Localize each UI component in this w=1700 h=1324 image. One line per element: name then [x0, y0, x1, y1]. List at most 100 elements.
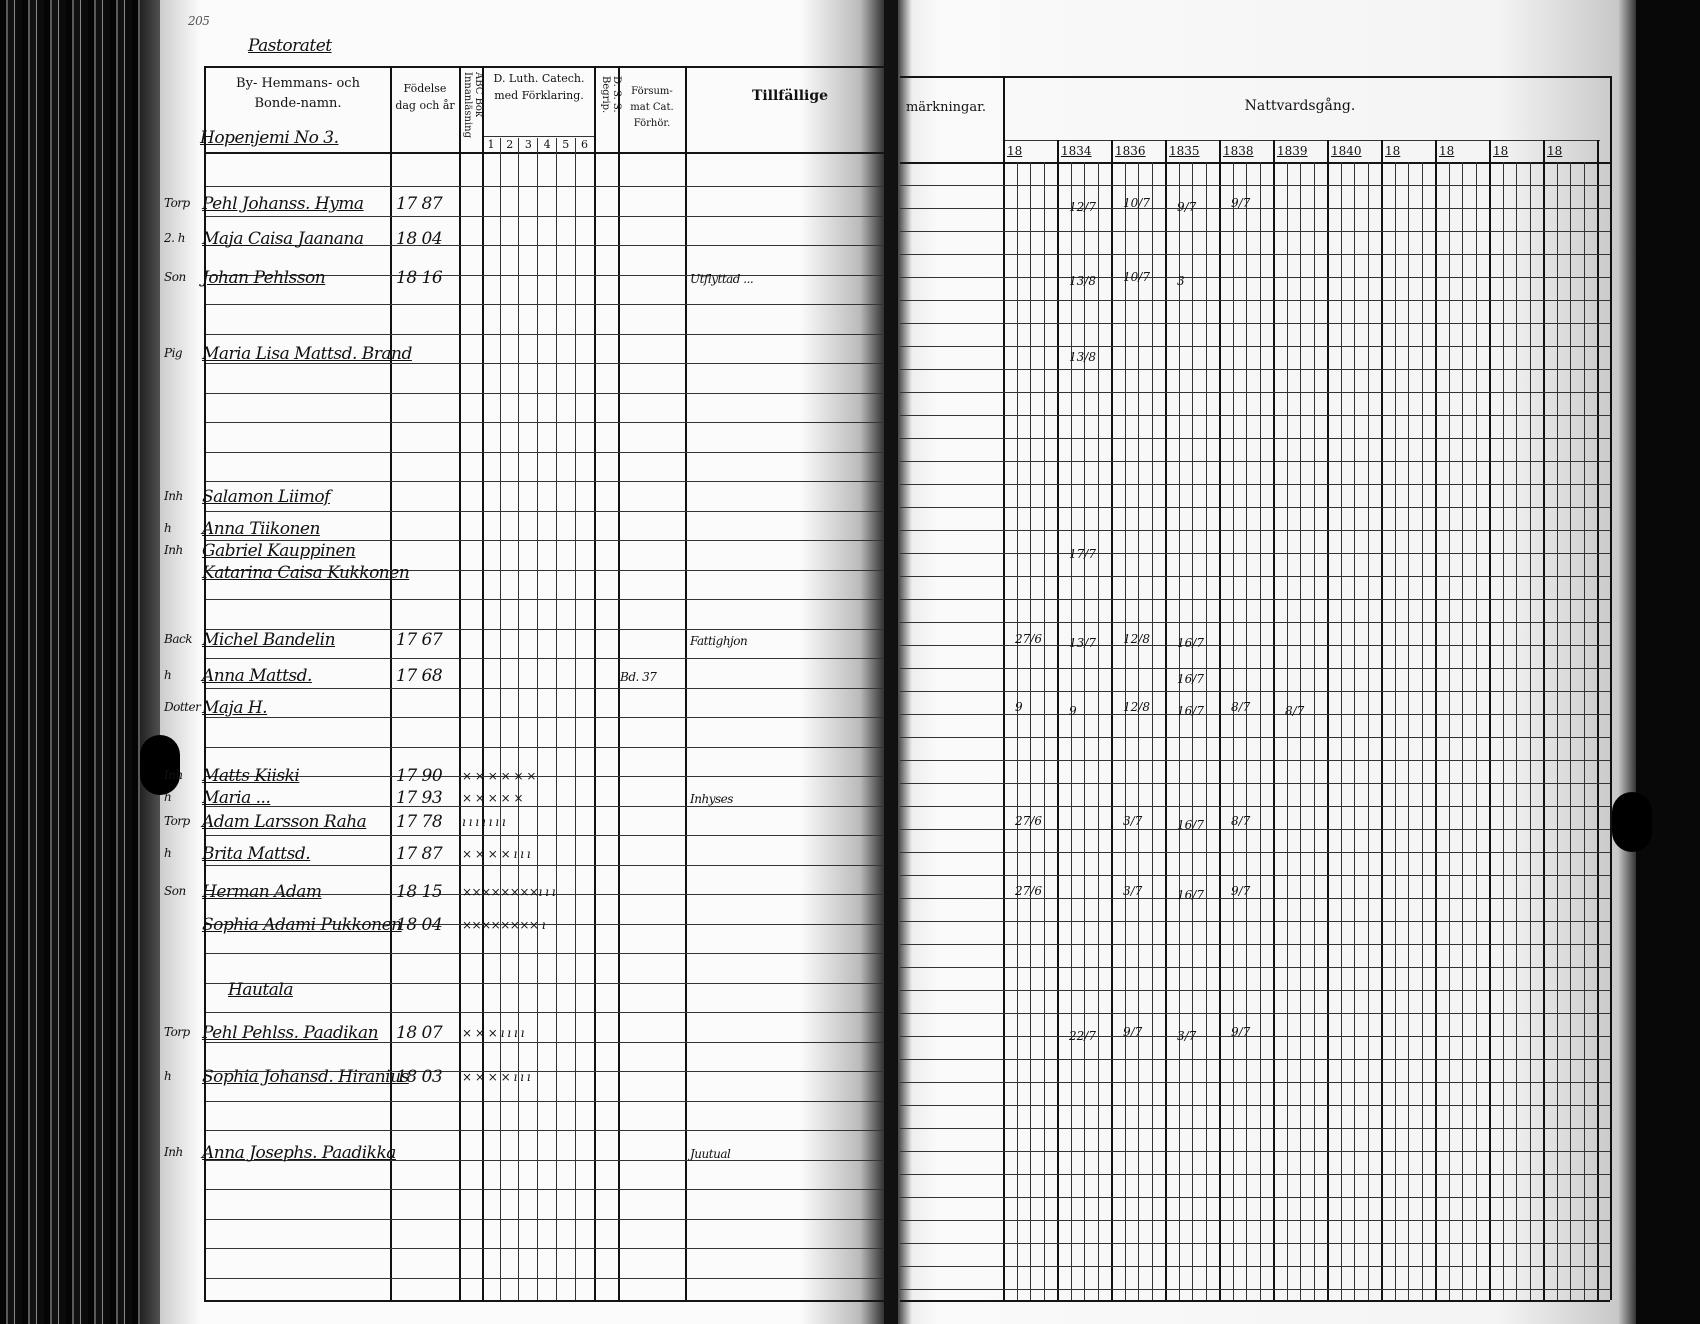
header-catech-col: D. Luth. Catech. med Förklaring.: [484, 70, 594, 104]
rule-horizontal: [206, 1130, 884, 1131]
rule-horizontal: [900, 944, 1610, 945]
header-tillf-col: Tillfällige: [751, 88, 829, 104]
catech-sub-header: 1: [487, 138, 495, 151]
rule-vertical: [1259, 162, 1261, 1300]
rule-horizontal: [900, 323, 1610, 324]
rule-horizontal: [900, 1151, 1610, 1152]
rule-horizontal: [206, 1248, 884, 1249]
rule-horizontal: [206, 393, 884, 394]
rule-horizontal: [206, 245, 884, 246]
rule-vertical: [1367, 162, 1369, 1300]
rule-vertical: [1354, 162, 1355, 1300]
rule-vertical: [1003, 140, 1005, 1300]
entry-forsum: Bd. 37: [620, 670, 657, 684]
entry-birth: 18 04: [396, 915, 443, 935]
rule-horizontal: [900, 185, 1610, 186]
rule-horizontal: [206, 629, 884, 630]
rule-vertical: [1205, 162, 1207, 1300]
entry-catechism-marks: × × × × ×: [462, 791, 524, 805]
header-line: Födelse: [403, 82, 447, 95]
rule-horizontal: [900, 1082, 1610, 1083]
rule-horizontal: [206, 452, 884, 453]
header-line: Förhör.: [633, 118, 671, 129]
rule-horizontal: [206, 1071, 884, 1072]
rule-horizontal: [206, 1278, 884, 1279]
entry-name: Matts Kiiski: [202, 766, 300, 786]
rule-horizontal: [900, 1300, 1610, 1302]
entry-birth: 17 93: [396, 788, 443, 808]
rule-horizontal: [900, 1013, 1610, 1014]
rule-vertical: [1111, 140, 1113, 1300]
rule-horizontal: [900, 392, 1610, 393]
rule-horizontal: [206, 953, 884, 954]
entry-note: Juutual: [690, 1147, 731, 1161]
communion-mark: 12/8: [1123, 632, 1150, 646]
entry-name: Maja H.: [202, 698, 268, 718]
communion-mark: 9: [1069, 704, 1077, 718]
rule-vertical: [1435, 140, 1437, 1300]
entry-name: Maria ...: [202, 788, 271, 808]
entry-prefix: Torp: [164, 1025, 190, 1039]
entry-prefix: Son: [164, 270, 186, 284]
entry-prefix: h: [164, 790, 172, 804]
rule-vertical: [459, 66, 461, 1300]
entry-catechism-marks: ××××××××ı ı ı: [462, 885, 556, 899]
year-header: 18: [1493, 144, 1509, 158]
rule-vertical: [1556, 162, 1558, 1300]
entry-name: Sophia Johansd. Hiranius: [202, 1067, 409, 1087]
entry-prefix: h: [164, 668, 172, 682]
rule-vertical: [1583, 162, 1585, 1300]
rule-vertical: [1030, 162, 1031, 1300]
communion-mark: 16/7: [1177, 818, 1204, 832]
rule-horizontal: [206, 894, 884, 895]
rule-vertical: [1381, 140, 1383, 1300]
year-header: 1835: [1169, 144, 1200, 158]
rule-horizontal: [900, 415, 1610, 416]
year-header: 18: [1439, 144, 1455, 158]
header-name-col: By- Hemmans- och Bonde-namn.: [206, 74, 390, 114]
rule-horizontal: [900, 783, 1610, 784]
rule-horizontal: [900, 691, 1610, 692]
rule-horizontal: [900, 208, 1610, 209]
rule-vertical: [1489, 140, 1491, 1300]
rule-horizontal: [206, 275, 884, 276]
entry-catechism-marks: ×××××××× ı: [462, 918, 546, 932]
year-header: 1839: [1277, 144, 1308, 158]
rule-vertical: [1502, 162, 1504, 1300]
rule-horizontal: [206, 216, 884, 217]
rule-horizontal: [900, 507, 1610, 508]
entry-name: Salamon Liimof: [202, 487, 330, 507]
communion-mark: 27/6: [1015, 632, 1042, 646]
entry-prefix: Inh: [164, 768, 183, 782]
communion-mark: 3/7: [1123, 884, 1143, 898]
communion-mark: 16/7: [1177, 888, 1204, 902]
year-header: 1840: [1331, 144, 1362, 158]
entry-name: Katarina Caisa Kukkonen: [202, 563, 410, 583]
rule-horizontal: [206, 1189, 884, 1190]
rule-vertical: [1421, 162, 1423, 1300]
communion-mark: 8/7: [1285, 704, 1305, 718]
entry-name: Adam Larsson Raha: [202, 812, 367, 832]
entry-name: Anna Tiikonen: [202, 519, 320, 539]
rule-horizontal: [206, 570, 884, 571]
rule-horizontal: [206, 1042, 884, 1043]
entry-prefix: Back: [164, 632, 192, 646]
entry-birth: 17 87: [396, 844, 443, 864]
rule-horizontal: [900, 1243, 1610, 1244]
header-forsum-col: Försum- mat Cat. Förhör.: [620, 84, 684, 132]
entry-prefix: 2. h: [164, 231, 186, 245]
communion-mark: 9/7: [1123, 1025, 1143, 1039]
header-line: Försum-: [631, 86, 673, 97]
entry-birth: 17 68: [396, 666, 443, 686]
rule-vertical: [1340, 162, 1342, 1300]
rule-horizontal: [206, 540, 884, 541]
rule-horizontal: [206, 1160, 884, 1161]
rule-vertical: [500, 138, 501, 1300]
entry-note: Inhyses: [690, 792, 733, 806]
rule-horizontal: [900, 714, 1610, 715]
rule-horizontal: [206, 511, 884, 512]
communion-mark: 9/7: [1231, 884, 1251, 898]
rule-horizontal: [900, 829, 1610, 830]
entry-prefix: Son: [164, 884, 186, 898]
rule-horizontal: [900, 668, 1610, 669]
